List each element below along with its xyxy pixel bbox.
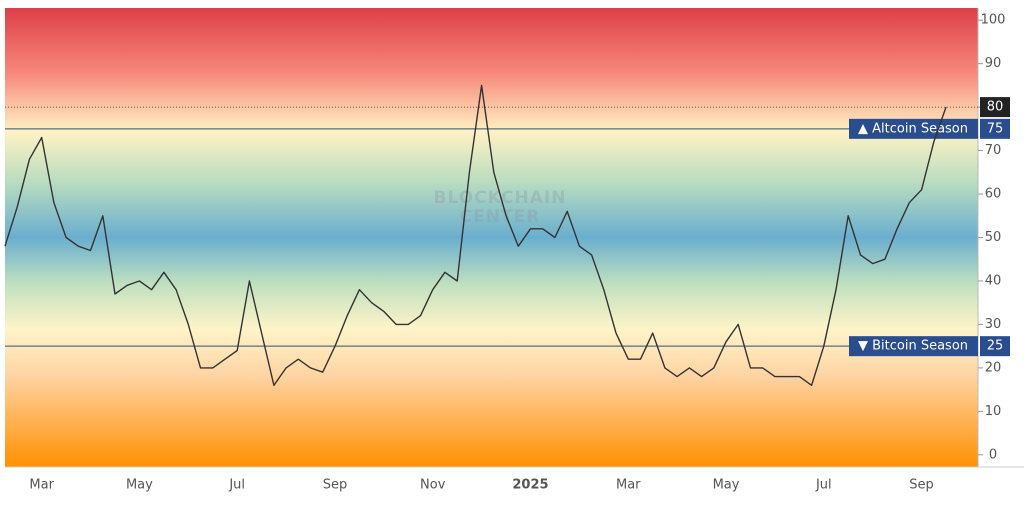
x-tick-label: Jul xyxy=(228,478,245,493)
x-tick-label: 2025 xyxy=(512,478,548,493)
x-tick-label: Sep xyxy=(909,478,934,493)
threshold-value-badge xyxy=(980,118,1010,139)
series-line xyxy=(4,84,947,386)
y-tick-label: 100 xyxy=(981,13,1006,28)
y-tick-label: 50 xyxy=(985,230,1002,245)
y-tick-label: 10 xyxy=(985,404,1002,419)
x-tick-label: Nov xyxy=(420,478,446,493)
threshold-value: 25 xyxy=(987,339,1004,354)
y-tick-label: 70 xyxy=(985,143,1002,158)
threshold-badge xyxy=(849,336,978,357)
x-tick-label: Jul xyxy=(815,478,832,493)
x-tick-label: Mar xyxy=(616,478,641,493)
y-tick-label: 40 xyxy=(985,273,1002,288)
threshold-value: 75 xyxy=(987,121,1004,136)
y-tick-label: 60 xyxy=(985,187,1002,202)
y-tick-label: 0 xyxy=(989,447,997,462)
plot-background xyxy=(5,8,978,467)
last-value-badge xyxy=(980,97,1010,118)
watermark: BLOCKCHAIN xyxy=(434,188,567,208)
x-tick-label: May xyxy=(126,478,153,493)
threshold-label: ▲ Altcoin Season xyxy=(858,121,968,136)
x-tick-label: May xyxy=(713,478,740,493)
y-tick-label: 90 xyxy=(985,56,1002,71)
last-value-label: 80 xyxy=(987,100,1004,115)
y-tick-label: 20 xyxy=(985,360,1002,375)
x-tick-label: Sep xyxy=(323,478,348,493)
threshold-value-badge xyxy=(980,336,1010,357)
y-tick-label: 30 xyxy=(985,317,1002,332)
threshold-badge xyxy=(849,118,978,139)
x-tick-label: Mar xyxy=(29,478,54,493)
watermark: CENTER xyxy=(460,207,541,227)
threshold-label: ▼ Bitcoin Season xyxy=(858,339,968,354)
